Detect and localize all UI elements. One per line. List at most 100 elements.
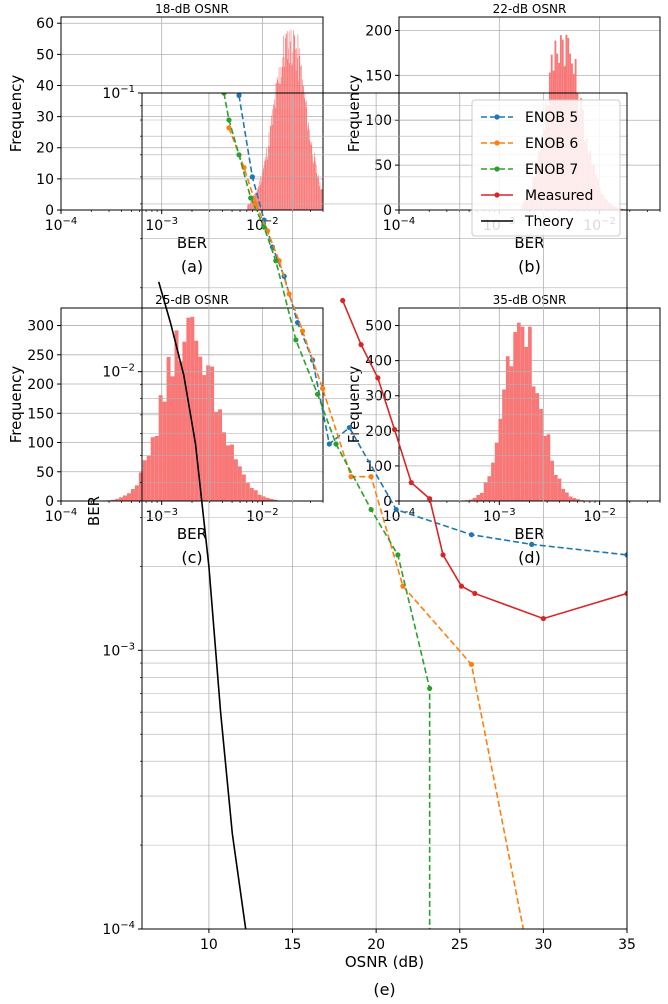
bar [307,130,308,210]
bar [174,330,179,501]
bar [288,48,289,210]
bar [225,445,230,501]
panel-caption: (b) [518,257,541,276]
series-point-enob-6 [299,328,306,334]
series-group [157,93,627,929]
x-axis-label: BER [177,234,207,252]
legend-label-measured: Measured [525,188,593,204]
series-point-enob-6 [348,474,354,480]
panel-caption: (e) [373,980,395,999]
bar [565,492,569,501]
bar [576,499,580,501]
bar [303,86,304,210]
bar [264,156,266,210]
series-point-enob-7 [333,441,339,447]
bar [269,498,274,501]
bar [166,356,171,501]
bar [272,109,274,210]
x-tick-label: 35 [618,937,636,953]
bar [296,48,297,210]
histogram-panel-c: 0 50 100 150 200 250 300 10−4 10−3 10−2 25-dB OSNR… [7,293,324,567]
bar [531,386,536,501]
bars [457,322,595,501]
series-point-measured [440,552,446,558]
bar [269,146,270,210]
y-tick-label: 200 [365,424,392,440]
bar [190,316,195,501]
legend-label-enob-7: ENOB 7 [525,162,578,178]
bar [278,67,280,210]
bar [146,455,151,501]
series-point-enob-7 [221,93,227,96]
series-point-enob-7 [226,117,232,123]
bar [158,395,163,501]
bar [535,393,540,501]
y-tick-label: 10−1 [102,84,135,102]
bar [568,496,573,501]
bar [263,165,265,210]
y-axis-label: Frequency [345,366,363,444]
series-point-enob-5 [468,532,475,538]
x-tick-label: 10−2 [246,216,279,234]
y-tick-label: 300 [27,319,54,335]
x-tick-label: 10−3 [145,507,178,525]
bar [315,164,317,210]
bar [520,326,525,501]
bar [268,132,270,210]
y-tick-label: 10−4 [102,920,135,938]
bar [317,176,318,210]
bar [298,80,299,210]
series-point-enob-6 [253,201,259,207]
bar [218,409,223,501]
bar [294,36,296,210]
y-tick-label: 50 [36,47,54,63]
bar [283,57,285,211]
bar [308,129,310,210]
x-tick-label: 10−4 [45,216,78,234]
bar [263,168,264,210]
legend-marker-enob-6 [494,140,500,146]
bar [295,49,296,211]
x-tick-label: 10−2 [583,507,616,525]
bar [282,57,284,211]
bar [142,460,147,501]
bar [302,79,303,210]
ber-vs-osnr-panel: 10 15 20 25 30 35 10−4 10−3 10−2 10−1 OSNR (dB) BER… [85,84,636,999]
bar [288,31,290,211]
legend-label-enob-6: ENOB 6 [525,136,578,152]
x-axis-label: BER [514,525,544,543]
bar [285,38,286,211]
series-point-enob-6 [468,661,475,668]
panel-caption: (a) [181,257,203,276]
histogram-title: 18-dB OSNR [155,2,229,16]
bar [271,115,272,210]
bar [222,432,226,501]
series-point-enob-6 [320,385,326,392]
series-point-measured [472,590,478,597]
series-point-enob-7 [395,552,401,558]
bar [198,356,203,501]
legend-box [471,99,621,237]
bar [262,172,264,210]
series-point-enob-7 [248,195,254,201]
bar [123,495,127,501]
y-tick-label: 100 [365,459,392,475]
series-point-measured [458,583,465,589]
bar [299,56,301,210]
series-point-enob-7 [236,152,242,158]
bar [285,34,287,210]
bar [162,401,167,501]
bar [266,159,268,210]
y-tick-label: 150 [27,406,54,422]
x-axis-label: OSNR (dB) [345,953,424,971]
bar [249,203,251,210]
bar [267,156,269,210]
bar [561,488,566,501]
x-tick-label: 15 [284,937,302,953]
bar [170,376,175,501]
bar [154,435,159,501]
bar [300,66,301,211]
y-tick-label: 500 [365,319,392,335]
bar [276,83,277,210]
bar [572,498,577,501]
